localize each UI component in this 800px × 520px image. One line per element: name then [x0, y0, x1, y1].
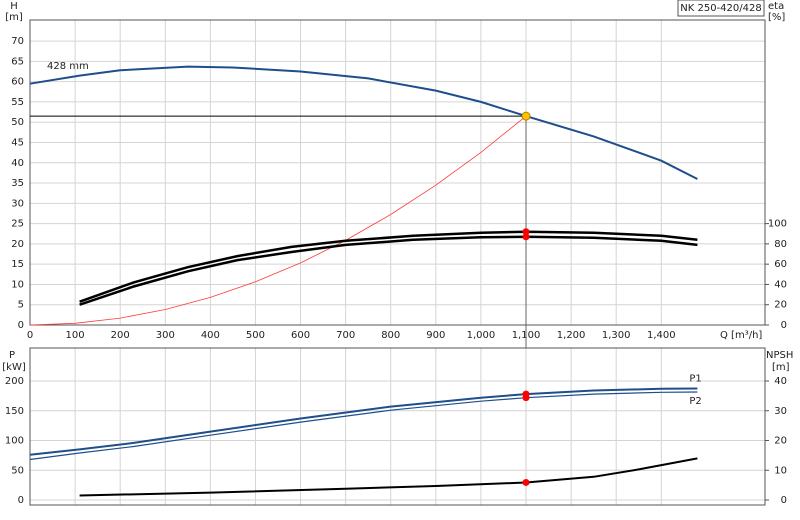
x-tick-label: 900	[426, 330, 445, 341]
y-axis-label: H	[10, 1, 18, 12]
x-axis-label: Q [m³/h]	[720, 330, 762, 341]
duty-marker	[522, 228, 530, 236]
curve	[29, 65, 698, 180]
y2-tick-label: 80	[774, 239, 787, 250]
plot-frame	[29, 19, 766, 326]
y-tick-label: 150	[5, 406, 24, 417]
y-tick-label: 15	[11, 259, 24, 270]
y-tick-label: 10	[11, 279, 24, 290]
curve	[79, 230, 698, 303]
y-tick-label: 50	[11, 465, 24, 476]
duty-marker	[522, 394, 530, 402]
y-tick-label: 55	[11, 97, 24, 108]
y-axis-unit: [m]	[5, 12, 23, 23]
y2-axis-label: NPSH	[766, 350, 793, 361]
x-tick-label: 500	[246, 330, 265, 341]
y2-tick-label: 10	[774, 465, 787, 476]
y2-tick-label: 20	[774, 300, 787, 311]
y2-tick-label: 0	[781, 495, 787, 506]
curve	[29, 387, 698, 456]
x-tick-label: 200	[111, 330, 130, 341]
y-tick-label: 45	[11, 137, 24, 148]
curve	[29, 115, 527, 326]
curve	[79, 457, 698, 497]
x-tick-label: 400	[201, 330, 220, 341]
y-axis-label: P	[9, 350, 15, 361]
x-tick-label: 0	[27, 330, 33, 341]
title-box	[677, 0, 765, 17]
plot-frame	[29, 347, 766, 506]
y-tick-label: 30	[11, 198, 24, 209]
chart-title: NK 250-420/428	[680, 3, 761, 14]
y-tick-label: 35	[11, 178, 24, 189]
y-tick-label: 0	[18, 320, 24, 331]
duty-marker	[522, 233, 530, 241]
legend-label: P1	[689, 373, 701, 384]
y-tick-label: 0	[18, 495, 24, 506]
y2-tick-label: 40	[774, 376, 787, 387]
x-tick-label: 1,300	[602, 330, 631, 341]
y2-tick-label: 30	[774, 406, 787, 417]
y-tick-label: 60	[11, 77, 24, 88]
y-tick-label: 70	[11, 36, 24, 47]
x-tick-label: 100	[66, 330, 85, 341]
y2-tick-label: 100	[768, 219, 787, 230]
y-tick-label: 100	[5, 436, 24, 447]
curve	[79, 235, 698, 306]
operating-point	[521, 111, 531, 121]
y-tick-label: 25	[11, 219, 24, 230]
y2-axis-unit: [m]	[772, 362, 790, 373]
x-tick-label: 800	[381, 330, 400, 341]
y-tick-label: 20	[11, 239, 24, 250]
x-tick-label: 1,400	[647, 330, 676, 341]
y-tick-label: 40	[11, 158, 24, 169]
y2-tick-label: 20	[774, 436, 787, 447]
y-tick-label: 5	[18, 300, 24, 311]
y-tick-label: 65	[11, 56, 24, 67]
x-tick-label: 300	[156, 330, 175, 341]
x-tick-label: 600	[291, 330, 310, 341]
legend-label: P2	[689, 396, 701, 407]
y-tick-label: 50	[11, 117, 24, 128]
y2-tick-label: 40	[774, 279, 787, 290]
x-tick-label: 1,200	[557, 330, 586, 341]
y2-tick-label: 60	[774, 259, 787, 270]
duty-marker	[522, 478, 530, 486]
x-tick-label: 1,000	[467, 330, 496, 341]
annotation: 428 mm	[47, 61, 89, 72]
y2-axis-label: eta	[768, 1, 784, 12]
y2-tick-label: 0	[781, 320, 787, 331]
y2-axis-unit: [%]	[768, 12, 785, 23]
x-tick-label: 700	[336, 330, 355, 341]
y-tick-label: 200	[5, 376, 24, 387]
y-axis-unit: [kW]	[2, 362, 26, 373]
curve	[29, 391, 698, 461]
